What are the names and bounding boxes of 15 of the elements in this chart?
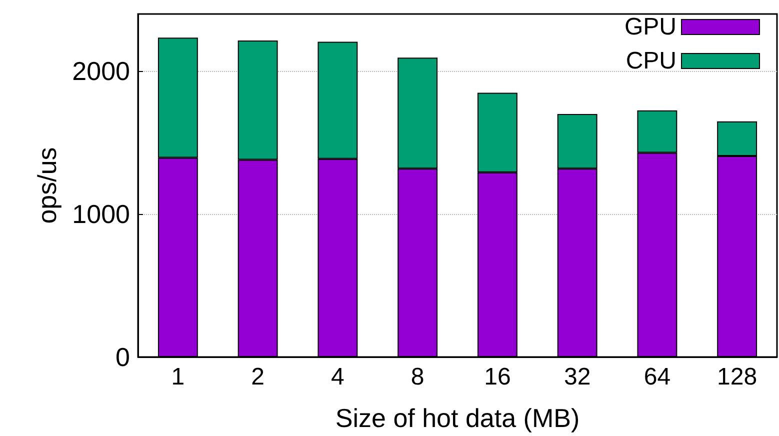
x-tick-label: 1	[171, 364, 185, 390]
legend-label: CPU	[626, 48, 676, 74]
y-tick-label: 1000	[72, 199, 130, 230]
x-axis-title: Size of hot data (MB)	[335, 403, 580, 433]
y-tick-label: 2000	[72, 56, 130, 86]
x-tick-label: 2	[251, 364, 264, 390]
x-tick-label: 64	[644, 364, 671, 390]
y-axis-title: ops/us	[32, 147, 62, 224]
x-tick-label: 16	[484, 364, 511, 390]
legend-label: GPU	[624, 14, 676, 40]
x-tick-label: 4	[331, 364, 344, 390]
x-tick-label: 32	[564, 364, 591, 390]
y-tick-label: 0	[116, 342, 130, 372]
x-tick-label: 8	[410, 364, 424, 390]
x-tick-label: 128	[717, 364, 758, 390]
